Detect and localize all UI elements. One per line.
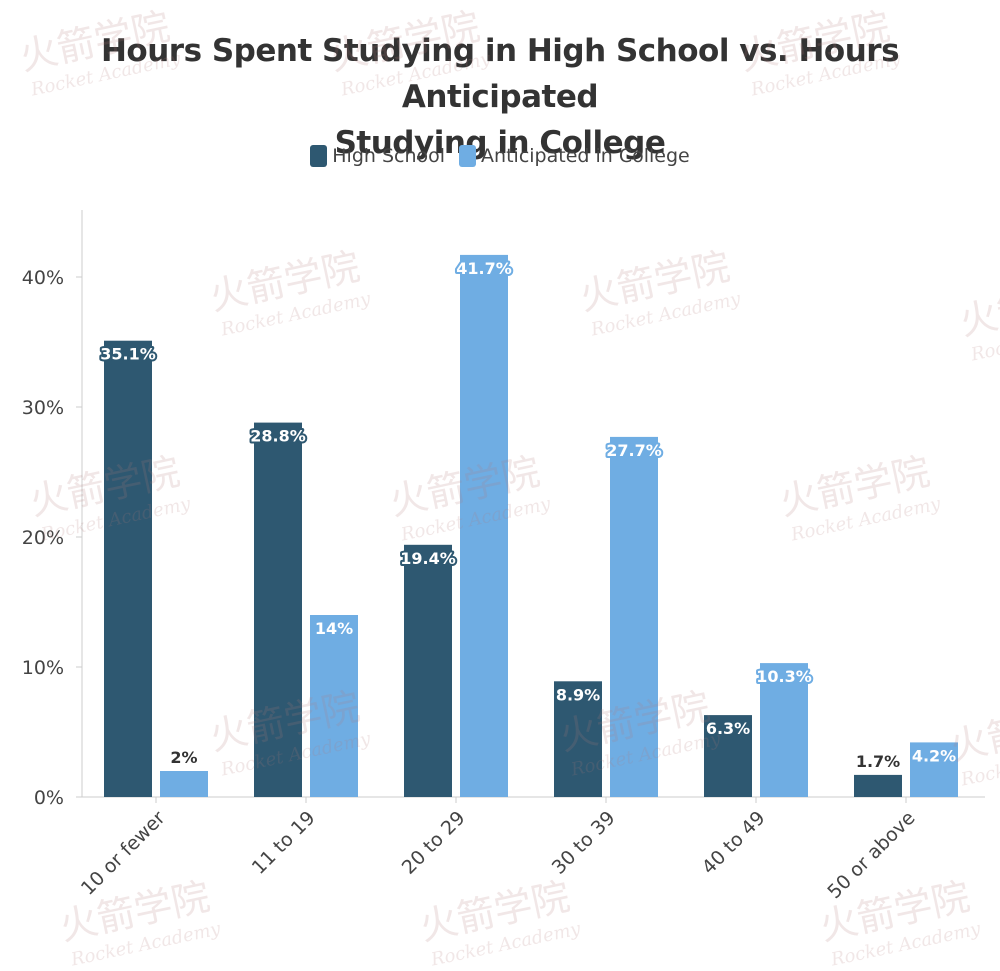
bar-high-school (704, 715, 752, 797)
data-label: 28.8% (250, 427, 306, 446)
bar-high-school (404, 544, 452, 797)
x-tick-label: 50 or above (823, 807, 919, 903)
data-label: 4.2% (912, 746, 956, 765)
legend-item-college[interactable]: Anticipated in College (459, 145, 690, 167)
legend-label-college: Anticipated in College (481, 145, 690, 167)
bar-chart: 0% 10% 20% 30% 40% 35.1% 2% 10 or fewer 28.8% 14%… (22, 210, 985, 903)
y-tick-label: 20% (22, 527, 64, 549)
x-tick-label: 20 to 29 (398, 807, 470, 879)
chart-title: Hours Spent Studying in High School vs. … (0, 28, 1000, 166)
data-label: 19.4% (400, 549, 456, 568)
data-label: 8.9% (556, 685, 600, 704)
data-label: 2% (170, 748, 197, 767)
watermark-text-en: Rocket Academy (429, 918, 583, 971)
data-label: 1.7% (856, 752, 900, 771)
y-tick-label: 30% (22, 397, 64, 419)
x-tick-label: 30 to 39 (548, 807, 620, 879)
legend-swatch-high-school (310, 145, 328, 167)
bar-college (460, 254, 508, 797)
chart-title-line-2: Studying in College (334, 125, 666, 161)
legend-label-high-school: High School (332, 145, 446, 167)
bar-college (610, 436, 658, 797)
bar-high-school (854, 774, 902, 797)
x-tick-label: 10 or fewer (77, 807, 170, 900)
legend-swatch-college (459, 145, 477, 167)
legend-item-high-school[interactable]: High School (310, 145, 445, 167)
bar-high-school (104, 340, 152, 797)
legend: High School Anticipated in College (0, 145, 1000, 167)
bar-college (160, 771, 208, 797)
y-tick-label: 10% (22, 657, 64, 679)
chart-title-line-1: Hours Spent Studying in High School vs. … (100, 33, 900, 115)
bar-college (310, 615, 358, 797)
data-label: 27.7% (606, 441, 662, 460)
data-label: 6.3% (706, 719, 750, 738)
bar-college (760, 663, 808, 797)
bar-college (910, 742, 958, 797)
bar-high-school (254, 422, 302, 797)
watermark-text-en: Rocket Academy (829, 918, 983, 971)
y-tick-label: 0% (34, 787, 64, 809)
data-label: 41.7% (456, 259, 512, 278)
x-tick-label: 40 to 49 (698, 807, 770, 879)
x-tick-label: 11 to 19 (248, 807, 320, 879)
bar-high-school (554, 681, 602, 797)
watermark-text-en: Rocket Academy (69, 918, 223, 971)
data-label: 35.1% (100, 345, 156, 364)
data-label: 10.3% (756, 667, 812, 686)
y-tick-label: 40% (22, 267, 64, 289)
data-label: 14% (315, 619, 353, 638)
